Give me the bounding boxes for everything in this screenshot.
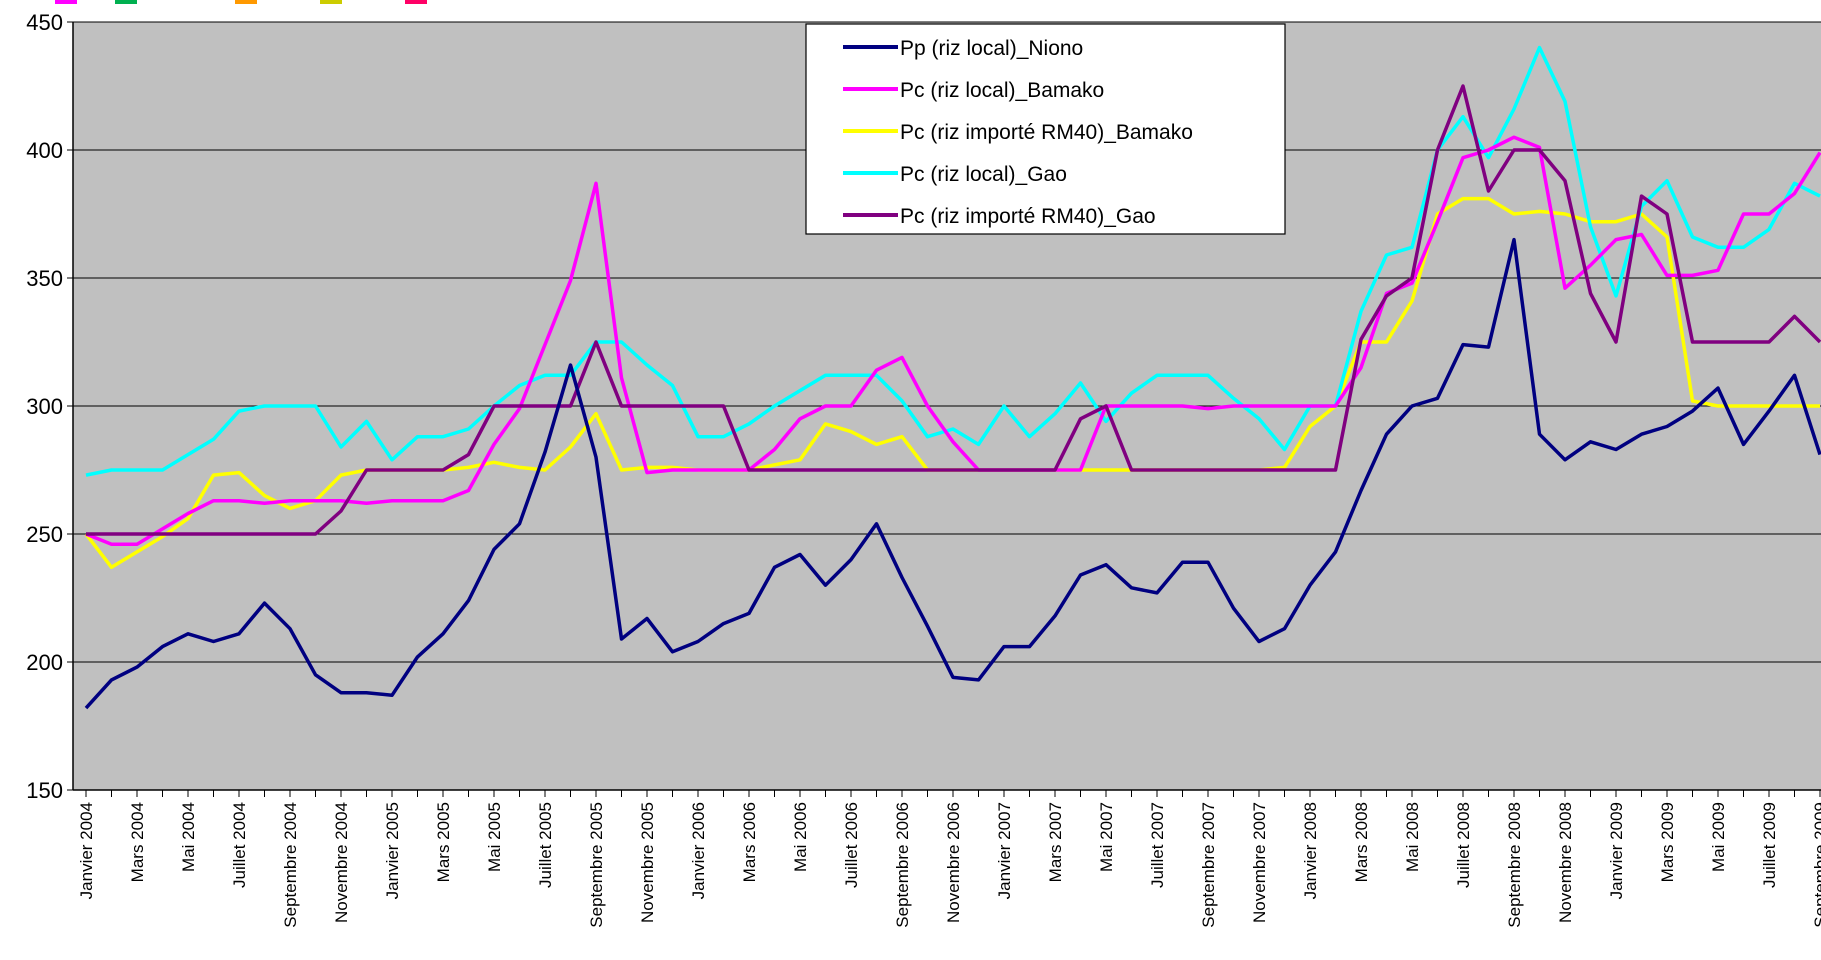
gridlines (73, 21, 1821, 663)
x-tick-label: Juillet 2004 (230, 802, 249, 888)
y-tick-label: 250 (26, 522, 63, 547)
x-tick-label: Juillet 2009 (1760, 802, 1779, 888)
x-tick-label: Mai 2009 (1709, 802, 1728, 872)
x-tick-label: Novembre 2007 (1250, 802, 1269, 923)
top-legend-marker (55, 0, 77, 4)
x-tick-label: Septembre 2004 (281, 802, 300, 928)
x-tick-label: Mars 2006 (740, 802, 759, 882)
x-tick-label: Janvier 2009 (1607, 802, 1626, 899)
x-tick-label: Septembre 2009 (1811, 802, 1821, 928)
top-legend-marker (320, 0, 342, 4)
x-tick-label: Janvier 2004 (77, 802, 96, 899)
x-tick-label: Janvier 2006 (689, 802, 708, 899)
x-tick-label: Mars 2005 (434, 802, 453, 882)
top-legend-marker (405, 0, 427, 4)
x-tick-label: Mai 2006 (791, 802, 810, 872)
y-tick-label: 200 (26, 650, 63, 675)
y-tick-label: 300 (26, 394, 63, 419)
series-line-5 (86, 84, 1821, 536)
y-axis-ticks: 150 200 250 300 350 400 450 (26, 10, 73, 803)
y-tick-label: 350 (26, 266, 63, 291)
x-tick-label: Septembre 2007 (1199, 802, 1218, 928)
x-tick-label: Septembre 2008 (1505, 802, 1524, 928)
x-tick-label: Mai 2005 (485, 802, 504, 872)
x-tick-label: Mars 2009 (1658, 802, 1677, 882)
x-tick-label: Novembre 2004 (332, 802, 351, 923)
x-tick-label: Mars 2007 (1046, 802, 1065, 882)
x-tick-label: Mai 2004 (179, 802, 198, 872)
series-line-2 (85, 135, 1821, 546)
legend-label: Pc (riz importé RM40)_Bamako (900, 121, 1193, 144)
legend-label: Pc (riz local)_Bamako (900, 79, 1104, 102)
x-tick-label: Juillet 2008 (1454, 802, 1473, 888)
legend-label: Pc (riz importé RM40)_Gao (900, 205, 1156, 228)
x-tick-label: Juillet 2005 (536, 802, 555, 888)
x-tick-label: Septembre 2005 (587, 802, 606, 928)
y-tick-label: 150 (26, 778, 63, 803)
x-tick-label: Juillet 2006 (842, 802, 861, 888)
top-legend-strip (55, 0, 427, 4)
x-axis-ticks: Janvier 2004 Mars 2004 Mai 2004 Juillet 200… (77, 790, 1821, 928)
x-tick-label: Novembre 2006 (944, 802, 963, 923)
series-line-4 (85, 45, 1821, 477)
top-legend-marker (115, 0, 137, 4)
legend-label: Pc (riz local)_Gao (900, 163, 1067, 186)
top-legend-marker (235, 0, 257, 4)
x-tick-label: Mars 2008 (1352, 802, 1371, 882)
legend-label: Pp (riz local)_Niono (900, 37, 1083, 60)
x-tick-label: Janvier 2007 (995, 802, 1014, 899)
x-tick-label: Mars 2004 (128, 802, 147, 882)
legend: Pp (riz local)_Niono Pc (riz local)_Bamak… (805, 23, 1286, 235)
x-tick-label: Septembre 2006 (893, 802, 912, 928)
x-tick-label: Mai 2007 (1097, 802, 1116, 872)
series-lines (84, 45, 1821, 710)
y-tick-label: 400 (26, 138, 63, 163)
x-tick-label: Mai 2008 (1403, 802, 1422, 872)
y-tick-label: 450 (26, 10, 63, 35)
x-tick-label: Juillet 2007 (1148, 802, 1167, 888)
x-tick-label: Janvier 2005 (383, 802, 402, 899)
x-tick-label: Novembre 2008 (1556, 802, 1575, 923)
x-tick-label: Janvier 2008 (1301, 802, 1320, 899)
x-tick-label: Novembre 2005 (638, 802, 657, 923)
series-line-1 (84, 237, 1821, 710)
